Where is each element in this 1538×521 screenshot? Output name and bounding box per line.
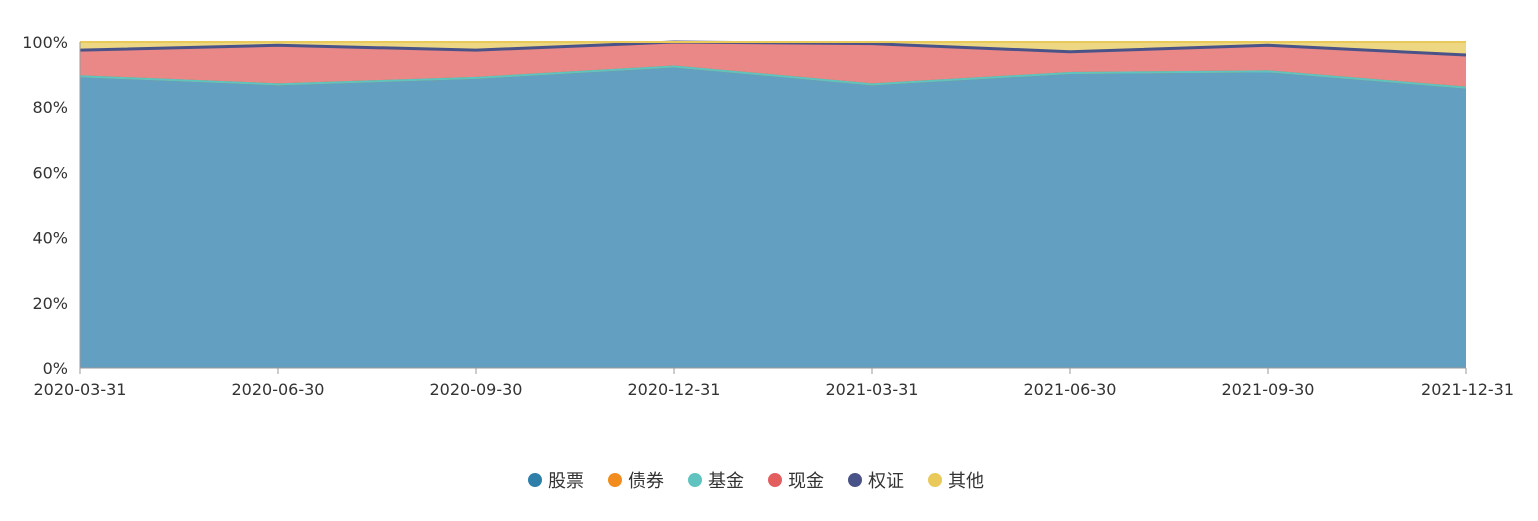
legend-item[interactable]: 债券 [608, 471, 664, 492]
legend: 股票 债券 基金 现金 权证 其他 [528, 471, 984, 492]
legend-item[interactable]: 基金 [688, 471, 744, 492]
area-series-0 [80, 66, 1466, 368]
y-tick-label: 60% [32, 163, 68, 182]
legend-label: 股票 [548, 471, 584, 492]
area-series-3 [80, 42, 1466, 88]
y-tick-label: 80% [32, 98, 68, 117]
legend-marker [688, 473, 702, 487]
legend-marker [608, 473, 622, 487]
y-tick-label: 100% [22, 33, 68, 52]
area-layer [80, 42, 1466, 368]
legend-marker [768, 473, 782, 487]
legend-item[interactable]: 权证 [848, 471, 904, 492]
legend-marker [928, 473, 942, 487]
area-series-5 [80, 42, 1466, 56]
legend-marker [528, 473, 542, 487]
x-tick-label: 2020-06-30 [232, 380, 325, 399]
x-tick-label: 2021-12-31 [1421, 380, 1514, 399]
legend-item[interactable]: 现金 [768, 471, 824, 492]
line-series-2 [79, 65, 1467, 89]
legend-item[interactable]: 股票 [528, 471, 584, 492]
y-tick-label: 0% [43, 359, 68, 378]
x-tick-label: 2020-12-31 [628, 380, 721, 399]
x-tick-label: 2020-03-31 [34, 380, 127, 399]
axes-layer: 0% 20% 40% 60% 80% 100% 2020-03-31 2020-06-30 20… [22, 33, 1514, 399]
legend-item[interactable]: 其他 [928, 471, 984, 492]
x-tick-label: 2021-09-30 [1222, 380, 1315, 399]
legend-label: 债券 [628, 471, 664, 492]
legend-label: 基金 [708, 471, 744, 492]
line-layer [79, 40, 1467, 89]
legend-label: 现金 [788, 471, 824, 492]
y-tick-label: 40% [32, 229, 68, 248]
x-tick-label: 2020-09-30 [430, 380, 523, 399]
x-tick-label: 2021-06-30 [1024, 380, 1117, 399]
legend-label: 其他 [948, 471, 984, 492]
y-tick-label: 20% [32, 294, 68, 313]
legend-marker [848, 473, 862, 487]
legend-label: 权证 [868, 471, 904, 492]
x-tick-label: 2021-03-31 [826, 380, 919, 399]
